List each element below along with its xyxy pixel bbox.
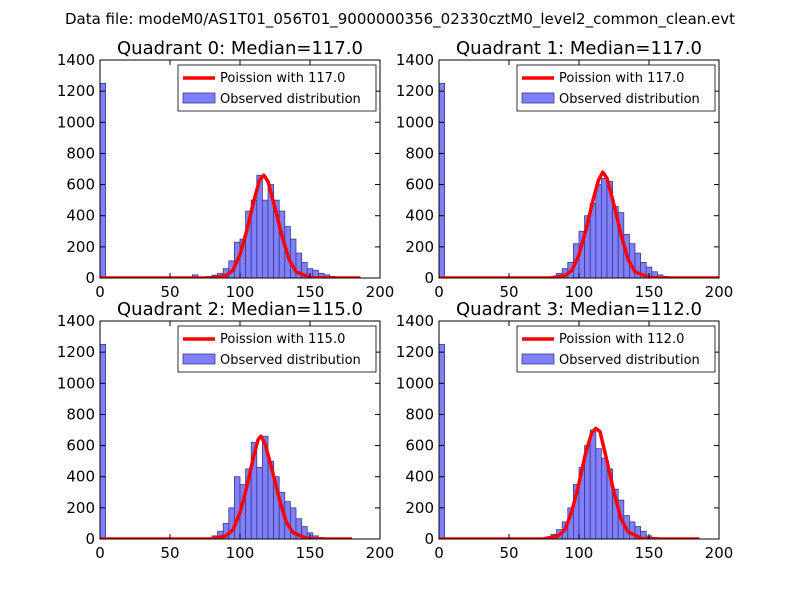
x-tick-label: 200 bbox=[366, 283, 395, 301]
y-tick-label: 0 bbox=[424, 269, 434, 287]
y-tick-label: 800 bbox=[405, 144, 434, 162]
x-tick-label: 100 bbox=[565, 283, 594, 301]
y-tick-label: 1000 bbox=[396, 113, 434, 131]
x-tick-label: 200 bbox=[705, 544, 734, 562]
y-tick-label: 800 bbox=[405, 405, 434, 423]
y-tick-label: 200 bbox=[66, 499, 95, 517]
y-tick-label: 800 bbox=[66, 405, 95, 423]
y-tick-label: 400 bbox=[66, 468, 95, 486]
chart-panel-3: Quadrant 3: Median=112.0 0 50 100 150 200 0 200… bbox=[396, 299, 734, 562]
y-tick-label: 600 bbox=[405, 176, 434, 194]
y-tick-label: 200 bbox=[405, 499, 434, 517]
y-tick-label: 1400 bbox=[396, 312, 434, 330]
legend-bar-swatch bbox=[182, 353, 216, 365]
histogram-bar bbox=[439, 82, 445, 278]
figure-suptitle: Data file: modeM0/AS1T01_056T01_90000003… bbox=[65, 10, 735, 29]
y-tick-label: 200 bbox=[405, 238, 434, 256]
histogram-bar bbox=[261, 199, 269, 278]
legend-line-label: Poission with 112.0 bbox=[559, 332, 684, 347]
x-tick-label: 100 bbox=[565, 544, 594, 562]
histogram-bar bbox=[595, 184, 602, 278]
bar-series bbox=[439, 82, 669, 278]
histogram-bar bbox=[100, 82, 106, 278]
x-tick-label: 0 bbox=[95, 283, 105, 301]
x-tick-label: 0 bbox=[434, 544, 444, 562]
chart-title: Quadrant 0: Median=117.0 bbox=[117, 38, 363, 59]
y-tick-label: 1200 bbox=[396, 82, 434, 100]
y-tick-label: 600 bbox=[66, 437, 95, 455]
x-tick-label: 150 bbox=[296, 544, 325, 562]
legend-line-label: Poission with 117.0 bbox=[220, 71, 345, 86]
y-tick-label: 800 bbox=[66, 144, 95, 162]
legend-bar-swatch bbox=[521, 353, 555, 365]
x-tick-label: 150 bbox=[635, 283, 664, 301]
x-tick-label: 150 bbox=[635, 544, 664, 562]
y-tick-label: 400 bbox=[405, 468, 434, 486]
histogram-bar bbox=[589, 429, 597, 539]
y-tick-label: 200 bbox=[66, 238, 95, 256]
histogram-bar bbox=[640, 530, 647, 539]
y-tick-label: 0 bbox=[424, 530, 434, 548]
chart-panel-2: Quadrant 2: Median=115.0 0 50 100 150 200 0 200… bbox=[57, 299, 395, 562]
chart-title: Quadrant 3: Median=112.0 bbox=[456, 299, 702, 320]
legend: Poission with 115.0 Observed distribution bbox=[177, 325, 377, 373]
legend-bar-label: Observed distribution bbox=[220, 353, 361, 368]
y-tick-label: 600 bbox=[405, 437, 434, 455]
y-tick-label: 0 bbox=[85, 530, 95, 548]
x-tick-label: 50 bbox=[499, 283, 518, 301]
chart-title: Quadrant 1: Median=117.0 bbox=[456, 38, 702, 59]
legend-bar-swatch bbox=[182, 92, 216, 104]
y-tick-label: 1400 bbox=[57, 51, 95, 69]
y-tick-label: 1000 bbox=[57, 374, 95, 392]
x-tick-label: 50 bbox=[160, 544, 179, 562]
y-tick-label: 1000 bbox=[57, 113, 95, 131]
y-tick-label: 600 bbox=[66, 176, 95, 194]
legend-bar-label: Observed distribution bbox=[559, 92, 700, 107]
x-tick-label: 0 bbox=[434, 283, 444, 301]
histogram-bar bbox=[601, 457, 608, 539]
x-tick-label: 100 bbox=[226, 544, 255, 562]
poisson-line bbox=[439, 426, 700, 539]
bar-series bbox=[100, 82, 336, 278]
legend-line-label: Poission with 115.0 bbox=[220, 332, 345, 347]
y-tick-label: 1000 bbox=[396, 374, 434, 392]
histogram-bar bbox=[439, 343, 445, 539]
histogram-bar bbox=[595, 448, 602, 539]
legend-bar-label: Observed distribution bbox=[559, 353, 700, 368]
x-tick-label: 0 bbox=[95, 544, 105, 562]
legend-bar-label: Observed distribution bbox=[220, 92, 361, 107]
histogram-bar bbox=[233, 476, 241, 539]
y-tick-label: 0 bbox=[85, 269, 95, 287]
y-tick-label: 1400 bbox=[396, 51, 434, 69]
legend: Poission with 117.0 Observed distribution bbox=[177, 64, 377, 112]
y-tick-label: 400 bbox=[405, 207, 434, 225]
x-tick-label: 50 bbox=[499, 544, 518, 562]
y-tick-label: 1200 bbox=[57, 343, 95, 361]
chart-panel-0: Quadrant 0: Median=117.0 0 50 100 150 200 0 200… bbox=[57, 38, 395, 301]
y-tick-label: 1400 bbox=[57, 312, 95, 330]
y-tick-label: 400 bbox=[66, 207, 95, 225]
bar-series bbox=[100, 343, 325, 539]
histogram-bar bbox=[100, 343, 106, 539]
legend: Poission with 112.0 Observed distribution bbox=[516, 325, 716, 373]
chart-panel-1: Quadrant 1: Median=117.0 0 50 100 150 200 0 200… bbox=[396, 38, 734, 301]
y-tick-label: 1200 bbox=[396, 343, 434, 361]
legend-box bbox=[516, 64, 716, 112]
x-tick-label: 50 bbox=[160, 283, 179, 301]
y-tick-label: 1200 bbox=[57, 82, 95, 100]
x-tick-label: 200 bbox=[366, 544, 395, 562]
x-tick-label: 100 bbox=[226, 283, 255, 301]
x-tick-label: 200 bbox=[705, 283, 734, 301]
bar-series bbox=[439, 343, 658, 539]
histogram-bar bbox=[256, 466, 263, 539]
histogram-bar bbox=[601, 177, 608, 278]
legend-bar-swatch bbox=[521, 92, 555, 104]
legend: Poission with 117.0 Observed distribution bbox=[516, 64, 716, 112]
legend-line-label: Poission with 117.0 bbox=[559, 71, 684, 86]
chart-title: Quadrant 2: Median=115.0 bbox=[117, 299, 363, 320]
x-tick-label: 150 bbox=[296, 283, 325, 301]
